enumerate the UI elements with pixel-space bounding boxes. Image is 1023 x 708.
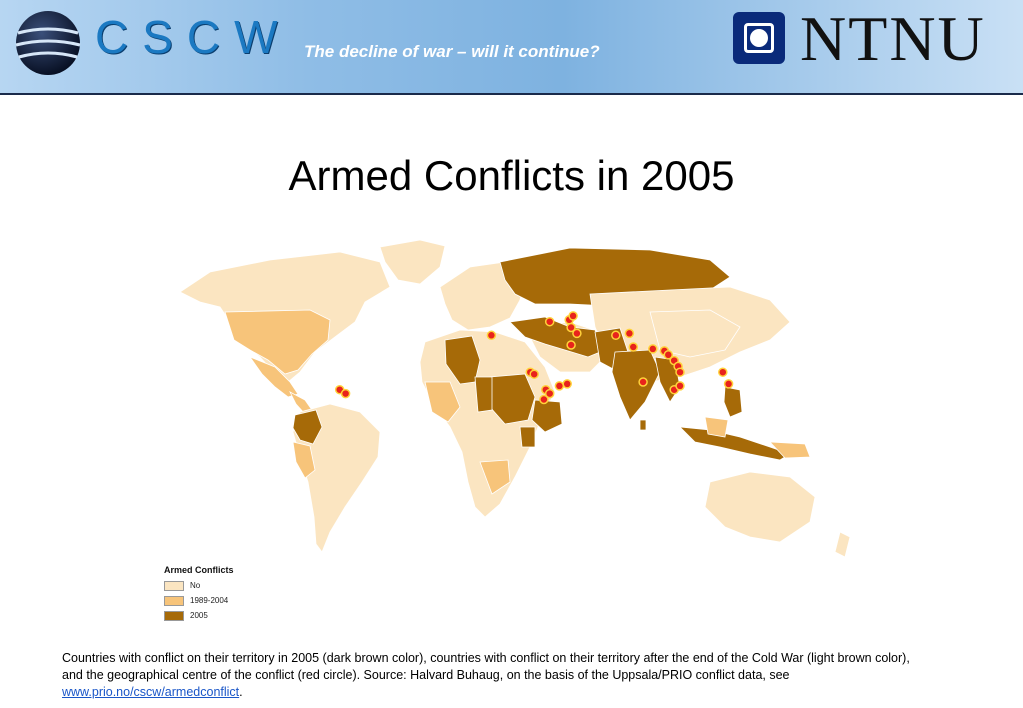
legend-title: Armed Conflicts [164, 565, 234, 575]
tagline: The decline of war – will it continue? [304, 42, 600, 61]
west-africa [424, 381, 461, 423]
southern-africa [479, 459, 511, 495]
conflict-centre-24 [675, 367, 685, 377]
conflict-centre-25 [638, 377, 648, 387]
map-legend: Armed Conflicts No 1989-2004 2005 [164, 565, 234, 623]
caption: Countries with conflict on their territo… [62, 650, 922, 701]
world-conflict-map [179, 239, 850, 558]
new-zealand [834, 531, 850, 558]
legend-item-no: No [164, 578, 234, 593]
legend-item-1989-2004: 1989-2004 [164, 593, 234, 608]
conflict-centre-7 [544, 388, 555, 399]
conflict-centre-13 [566, 322, 576, 333]
conflict-centre-8 [554, 381, 565, 391]
conflict-centre-18 [628, 342, 639, 352]
chad [474, 376, 493, 413]
header-banner: CSCW The decline of war – will it contin… [0, 0, 1023, 95]
greenland [379, 239, 446, 285]
conflict-centre-28 [718, 367, 728, 377]
legend-label-2005: 2005 [190, 611, 208, 620]
conflict-centre-12 [568, 311, 578, 321]
papua [769, 441, 811, 459]
conflict-centre-10 [544, 316, 555, 327]
university-name: NTNU [800, 3, 986, 74]
conflict-centre-15 [566, 340, 576, 350]
conflict-centre-29 [723, 379, 734, 389]
legend-item-2005: 2005 [164, 608, 234, 623]
slide-title: Armed Conflicts in 2005 [288, 152, 735, 199]
borneo [704, 416, 729, 438]
conflict-centre-9 [562, 379, 572, 389]
conflict-centre-2 [486, 330, 497, 341]
conflict-centres [334, 311, 734, 405]
turkey-iraq-iran [509, 316, 606, 358]
caption-suffix: . [239, 685, 243, 699]
australia [704, 471, 816, 543]
africa [419, 329, 556, 518]
ntnu-logo-icon [733, 12, 785, 64]
india [611, 349, 661, 421]
horn-of-africa [531, 399, 563, 433]
colombia [292, 409, 323, 445]
org-name: CSCW [95, 11, 292, 63]
legend-swatch-no [164, 580, 184, 591]
algeria [444, 335, 481, 385]
legend-swatch-1989-2004 [164, 595, 184, 606]
legend-label-1989-2004: 1989-2004 [190, 596, 229, 605]
legend-label-no: No [190, 581, 201, 590]
conflict-centre-17 [624, 328, 635, 339]
peru [292, 441, 316, 479]
conflict-centre-16 [611, 330, 621, 341]
great-lakes [519, 426, 536, 448]
conflict-centre-21 [663, 350, 674, 360]
legend-swatch-2005 [164, 610, 184, 621]
globe-icon [15, 11, 81, 75]
conflict-centre-6 [539, 394, 549, 405]
conflict-centre-19 [648, 344, 658, 354]
sri-lanka [639, 419, 647, 431]
europe [439, 261, 526, 331]
conflict-centre-4 [529, 369, 539, 379]
conflict-centre-27 [675, 381, 685, 391]
conflict-centre-14 [572, 328, 582, 339]
source-link[interactable]: www.prio.no/cscw/armedconflict [62, 685, 240, 699]
caption-text: Countries with conflict on their territo… [62, 651, 910, 682]
philippines [723, 386, 743, 418]
conflict-centre-1 [340, 388, 351, 399]
usa [224, 309, 331, 375]
